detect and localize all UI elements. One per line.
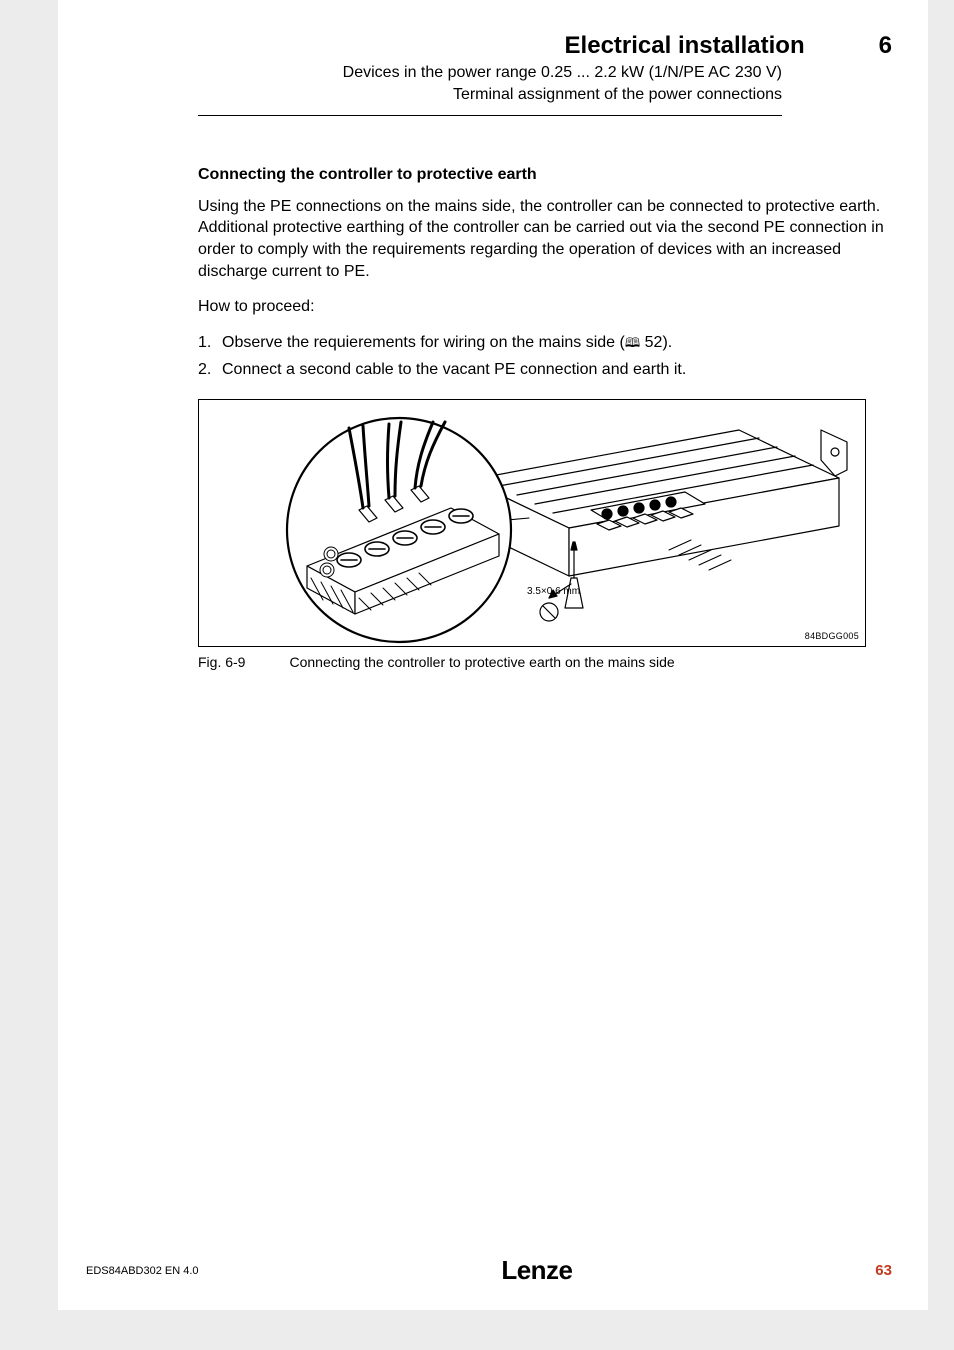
page-footer: EDS84ABD302 EN 4.0 Lenze 63	[58, 1255, 928, 1286]
body-paragraph: Using the PE connections on the mains si…	[198, 196, 892, 282]
figure-caption-text: Connecting the controller to protective …	[289, 653, 674, 672]
step-text: Connect a second cable to the vacant PE …	[222, 359, 686, 381]
list-item: 1. Observe the requierements for wiring …	[198, 332, 892, 354]
header-title-row: Electrical installation 6	[198, 32, 892, 60]
steps-list: 1. Observe the requierements for wiring …	[198, 332, 892, 381]
chapter-title: Electrical installation	[565, 32, 805, 60]
figure-code: 84BDGG005	[805, 630, 859, 642]
step-number: 2.	[198, 359, 222, 381]
list-item: 2. Connect a second cable to the vacant …	[198, 359, 892, 381]
chapter-number: 6	[879, 32, 892, 60]
controller-body-icon	[469, 430, 847, 576]
book-icon: 🕮	[625, 335, 640, 350]
header-subtitle-line: Terminal assignment of the power connect…	[198, 84, 782, 106]
page: Electrical installation 6 Devices in the…	[58, 0, 928, 1310]
page-number: 63	[875, 1262, 892, 1279]
document-id: EDS84ABD302 EN 4.0	[86, 1265, 199, 1277]
screwdriver-size-label: 3.5×0.6 mm	[527, 586, 580, 597]
step-text: Observe the requierements for wiring on …	[222, 332, 672, 354]
figure-illustration: 3.5×0.6 mm	[199, 400, 865, 646]
section-heading: Connecting the controller to protective …	[198, 164, 892, 186]
how-to-proceed-label: How to proceed:	[198, 296, 892, 318]
figure-caption: Fig. 6-9 Connecting the controller to pr…	[198, 653, 892, 672]
prohibit-icon	[540, 603, 558, 621]
header-subtitle: Devices in the power range 0.25 ... 2.2 …	[198, 62, 892, 105]
figure-frame: 3.5×0.6 mm 84BDGG005	[198, 399, 866, 647]
content-area: Connecting the controller to protective …	[58, 116, 928, 672]
magnifier-callout-icon	[287, 418, 529, 642]
figure-caption-label: Fig. 6-9	[198, 653, 245, 672]
page-header: Electrical installation 6 Devices in the…	[58, 0, 928, 116]
header-subtitle-line: Devices in the power range 0.25 ... 2.2 …	[198, 62, 782, 84]
brand-logo: Lenze	[501, 1255, 572, 1286]
step-number: 1.	[198, 332, 222, 354]
